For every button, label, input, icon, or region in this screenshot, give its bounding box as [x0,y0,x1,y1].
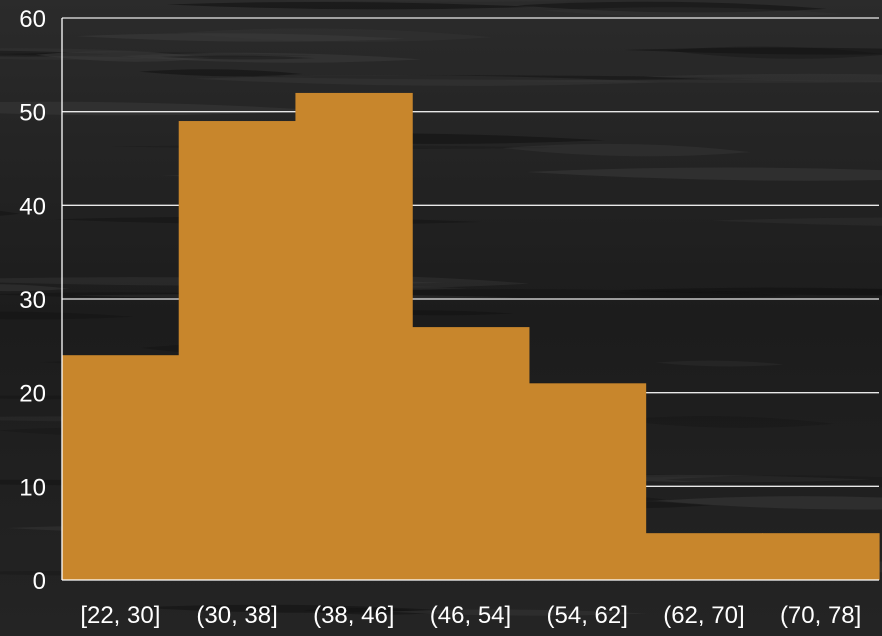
texture-streak [642,73,882,82]
texture-streak [0,210,20,216]
texture-streak [279,0,593,2]
texture-streak [526,167,882,181]
x-tick-label: (30, 38] [196,602,277,629]
texture-streak [136,604,441,613]
bar-4 [412,327,530,580]
texture-streak [241,75,764,80]
bar-3 [295,92,413,580]
texture-streak [625,47,882,55]
texture-streak [0,284,70,292]
texture-streak [656,496,882,510]
texture-streak [0,311,134,320]
texture-streak [303,607,439,615]
y-tick-label: 10 [19,474,46,501]
bar-1 [62,355,180,580]
texture-streak [139,69,303,77]
texture-streak [167,1,534,10]
texture-streak [161,55,316,60]
texture-streak [387,609,648,616]
texture-streak [76,33,406,42]
texture-streak [666,46,882,59]
texture-streak [194,75,662,86]
y-tick-label: 20 [19,381,46,408]
x-tick-label: (46, 54] [430,602,511,629]
y-tick-label: 60 [19,6,46,33]
texture-streak [665,475,882,488]
texture-streak [613,290,779,299]
texture-streak [712,217,882,226]
bar-6 [645,533,763,580]
bars [62,92,880,581]
texture-streak [492,79,882,83]
texture-streak [502,143,751,157]
y-tick-label: 30 [19,287,46,314]
x-tick-label: (38, 46] [313,602,394,629]
x-tick-labels: [22, 30] (30, 38] (38, 46] (46, 54] (54, 62]… [80,602,861,629]
axes [61,18,879,581]
bar-7 [762,533,880,580]
y-tick-label: 40 [19,193,46,220]
y-tick-label: 0 [33,568,46,595]
texture-streak [616,416,834,428]
texture-streak [305,289,800,300]
y-tick-label: 50 [19,100,46,127]
bar-5 [528,383,647,580]
texture-streak [655,360,784,367]
x-tick-label: (54, 62] [547,602,628,629]
texture-streak [517,1,827,13]
y-tick-labels: 0 10 20 30 40 50 60 [19,6,46,595]
x-tick-label: [22, 30] [80,602,160,629]
x-tick-label: (62, 70] [663,602,744,629]
x-tick-label: (70, 78] [780,602,861,629]
bar-2 [178,121,297,581]
texture-streak [543,7,844,18]
texture-streak [119,52,421,63]
texture-streak [702,289,882,296]
